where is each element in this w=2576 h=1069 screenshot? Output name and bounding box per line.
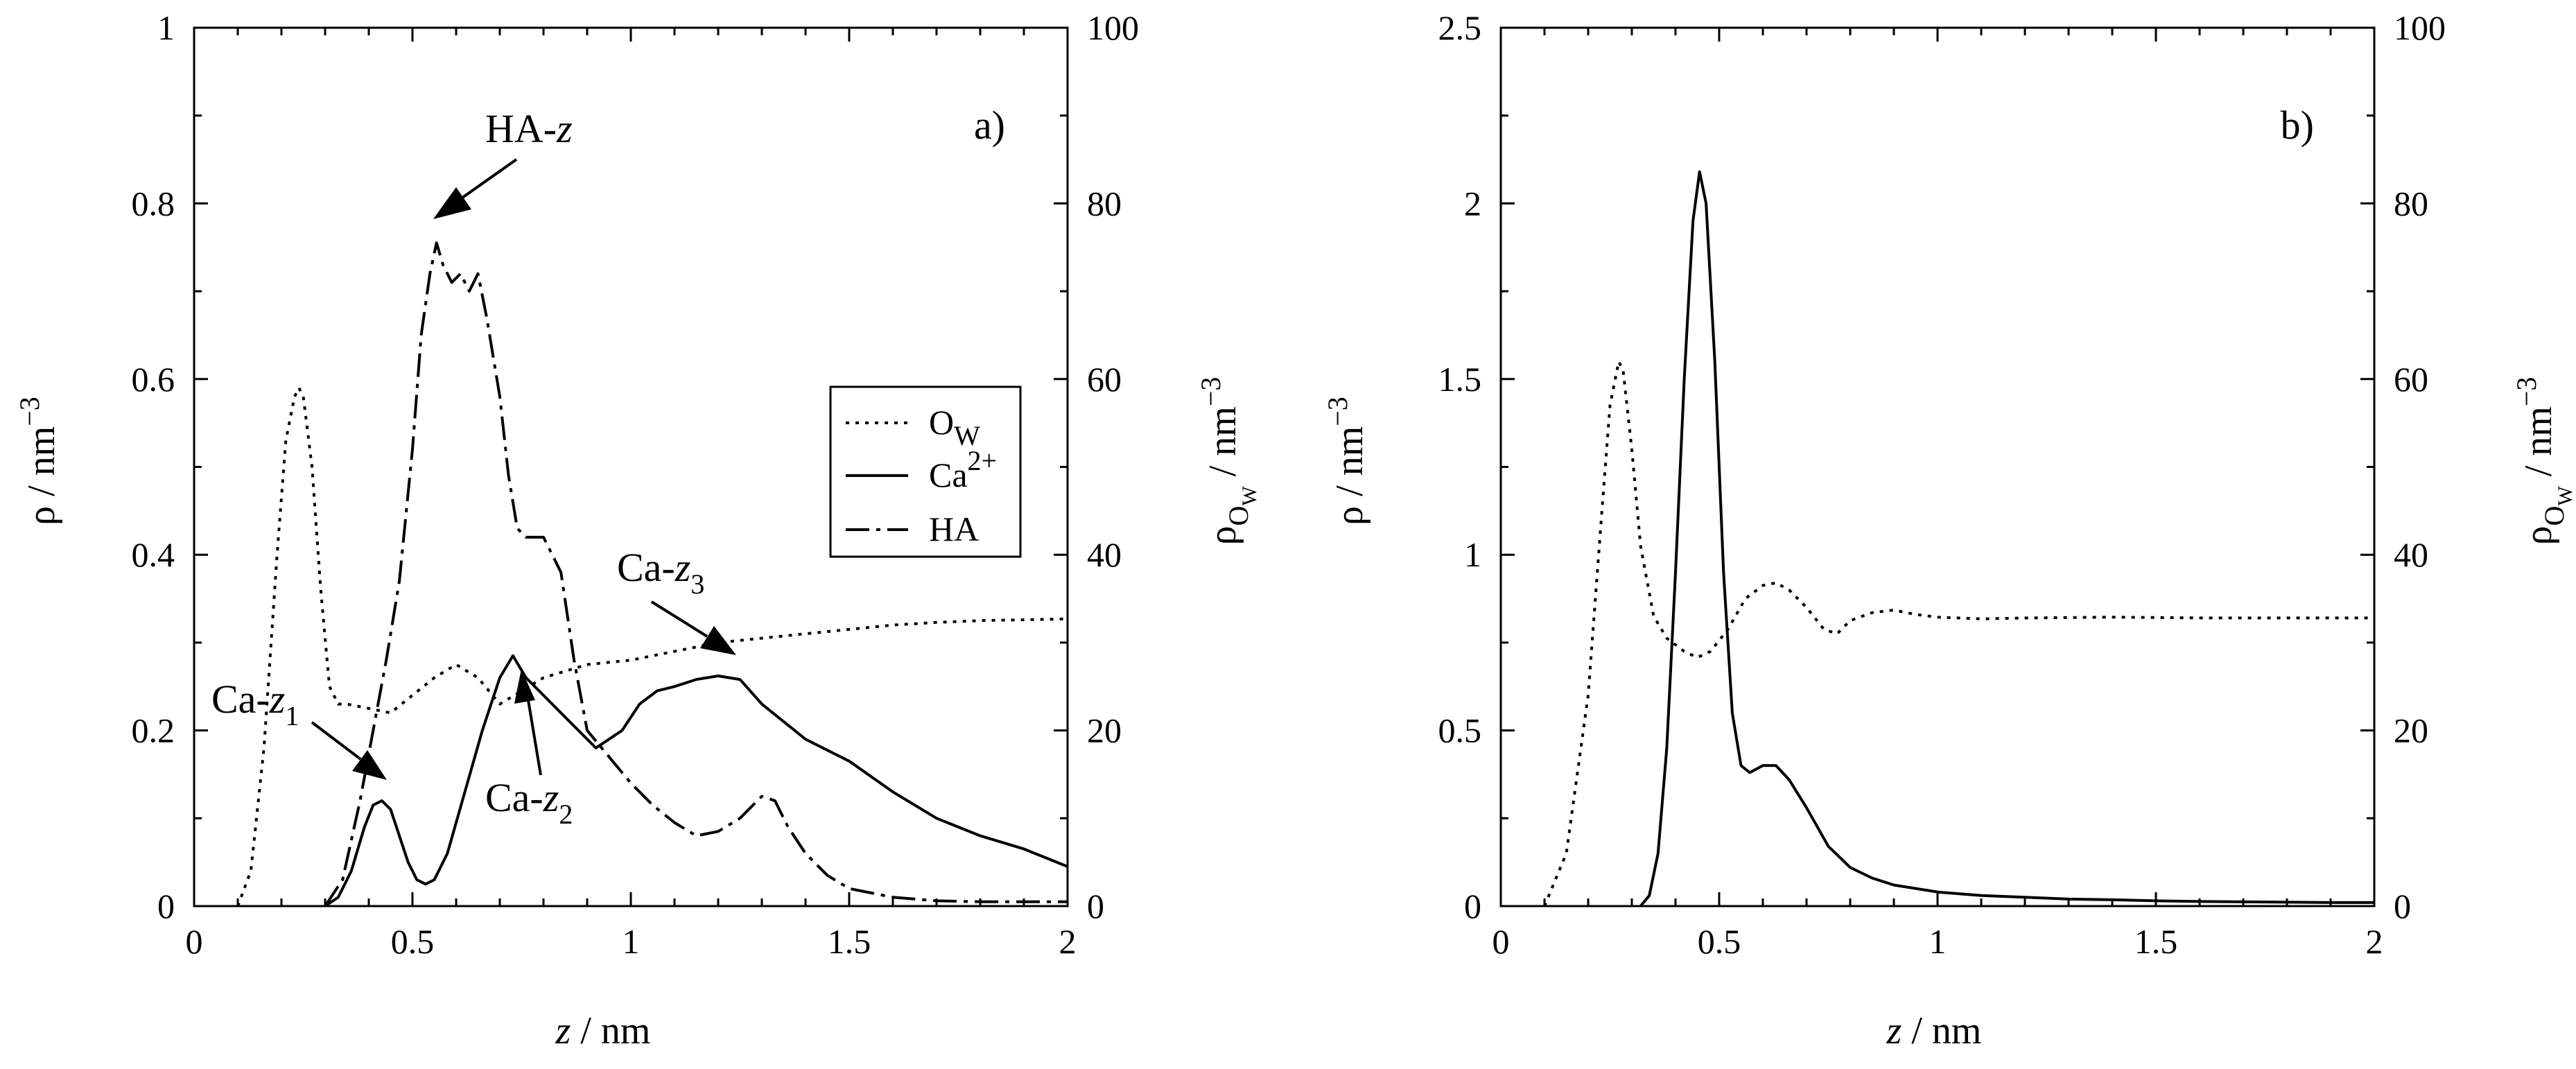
- panel-b-series: [1543, 170, 2374, 907]
- panel-a-y2tick-label: 100: [1087, 8, 1139, 47]
- panel-a-ylabel: ρ / nm−3: [14, 397, 63, 525]
- panel-b-series-ow: [1543, 360, 2374, 907]
- panel-a-y2tick-label: 0: [1087, 887, 1104, 925]
- panel-b-xtick-label: 1: [1929, 922, 1947, 961]
- annotation-ca-z1: Ca-z1: [211, 677, 299, 731]
- panel-a-y2tick-label: 20: [1087, 711, 1122, 750]
- panel-b-ytick-label: 2.5: [1438, 8, 1482, 47]
- annotation-ha-z: HA-z: [485, 106, 573, 151]
- panel-b-frame: [1499, 26, 2376, 907]
- panel-b-ytick-label: 0: [1464, 887, 1481, 925]
- annotation-ca-z1-arrowhead: [352, 750, 387, 780]
- annotation-ca-z2: Ca-z2: [485, 775, 573, 830]
- panel-b-ytick-label: 1.5: [1438, 360, 1482, 399]
- annotation-ha-z-arrowhead: [433, 187, 471, 219]
- panel-a-y2tick-label: 40: [1087, 535, 1122, 574]
- annotation-ha-z-arrow: [456, 158, 518, 202]
- panel-b-xtick-label: 2: [2366, 922, 2383, 961]
- panel-a-ytick-label: 1: [157, 8, 175, 47]
- annotation-ca-z2-arrowhead: [514, 669, 535, 704]
- panel-a-y2label: ρOW / nm−3: [1195, 377, 1261, 546]
- panel-b-ytick-label: 2: [1464, 184, 1481, 223]
- panel-b-xtick-label: 1.5: [2134, 922, 2178, 961]
- panel-b-y2label: ρOW / nm−3: [2511, 377, 2576, 546]
- annotation-ca-z3: Ca-z3: [617, 545, 704, 600]
- panel-b-xtick-label: 0: [1492, 922, 1510, 961]
- panel-a-ytick-label: 0.2: [132, 711, 175, 750]
- panel-b-ylabel: ρ / nm−3: [1322, 397, 1371, 525]
- legend-ha-label: HA: [929, 510, 979, 548]
- annotation-ca-z3-arrow: [650, 600, 708, 638]
- annotation-ca-z1-arrow: [311, 721, 362, 761]
- panel-b-y2tick-label: 60: [2394, 360, 2428, 399]
- panel-a-y2tick-label: 60: [1087, 360, 1122, 399]
- panel-b-xtick-label: 0.5: [1698, 922, 1741, 961]
- panel-a-ytick-label: 0.8: [132, 184, 175, 223]
- panel-b-ytick-label: 0.5: [1438, 711, 1482, 750]
- panel-a-xtick-label: 0.5: [391, 922, 435, 961]
- legend-ca-label: Ca2+: [929, 445, 997, 494]
- panel-b-y2tick-label: 80: [2394, 184, 2428, 223]
- panel-b-series-ca2-: [1639, 170, 2374, 907]
- panel-a-ytick-label: 0.6: [132, 360, 175, 399]
- panel-a-series-ha: [324, 241, 1068, 907]
- panel-a-series-ca2-: [324, 654, 1068, 907]
- panel-b-y2tick-label: 40: [2394, 535, 2428, 574]
- panel-a-xtick-label: 1: [623, 922, 640, 961]
- panel-a-label: a): [974, 103, 1005, 148]
- panel-a-xtick-label: 1.5: [828, 922, 871, 961]
- panel-a-xlabel: z / nm: [555, 1009, 651, 1052]
- panel-b-y2tick-label: 100: [2394, 8, 2446, 47]
- panel-a-series-ow: [236, 386, 1068, 907]
- panel-a-ytick-label: 0: [157, 887, 175, 925]
- panel-b-ytick-label: 1: [1464, 535, 1481, 574]
- panel-b-y2tick-label: 20: [2394, 711, 2428, 750]
- annotations: HA-z Ca-z1 Ca-z2 Ca-z3: [211, 106, 736, 830]
- panel-a-xtick-label: 2: [1059, 922, 1077, 961]
- panel-a-xtick-label: 0: [186, 922, 203, 961]
- annotation-ca-z2-arrow: [527, 699, 542, 776]
- panel-a-series: [236, 241, 1068, 907]
- panel-b-label: b): [2281, 103, 2314, 148]
- panel-a-y2tick-label: 80: [1087, 184, 1122, 223]
- panel-b-y2tick-label: 0: [2394, 887, 2411, 925]
- legend: OW Ca2+ HA: [829, 385, 1022, 558]
- panel-a-ytick-label: 0.4: [132, 535, 175, 574]
- panel-b-xlabel: z / nm: [1886, 1009, 1982, 1052]
- annotation-ca-z3-arrowhead: [700, 626, 736, 655]
- legend-ow-label: OW: [929, 403, 980, 451]
